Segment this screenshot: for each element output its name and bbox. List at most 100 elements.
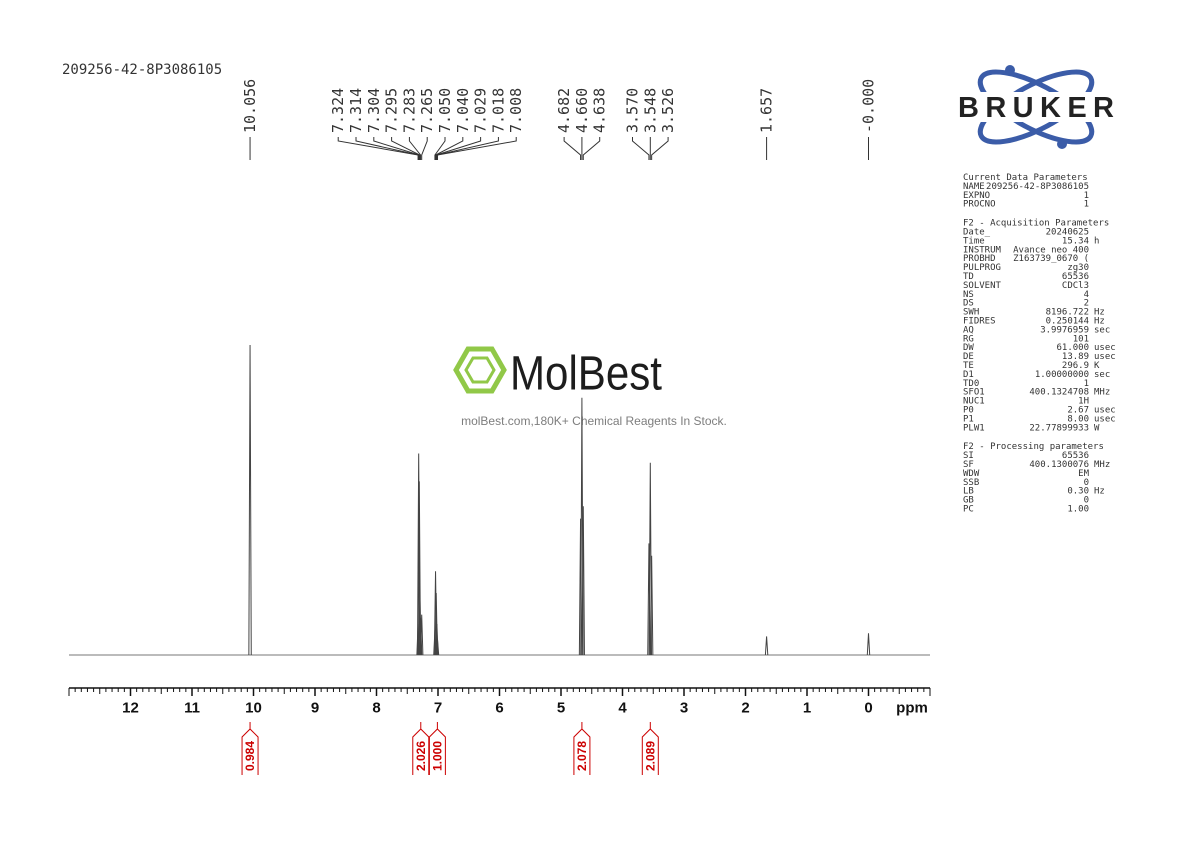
parameter-name: FIDRES (963, 317, 996, 327)
peak-label-connector (408, 137, 422, 160)
integral-bracket (241, 722, 259, 775)
parameter-value: 20240625 (1046, 228, 1089, 238)
x-tick-label: 1 (803, 700, 811, 717)
peak-label: 3.570 (623, 88, 641, 133)
logo-dot (1005, 65, 1015, 75)
peak-label-connector (337, 137, 419, 160)
parameter-name: GB (963, 496, 974, 506)
peak-label-connector (436, 137, 499, 160)
parameter-name: SOLVENT (963, 281, 1002, 291)
peak (764, 636, 769, 656)
parameter-name: INSTRUM (963, 245, 1002, 255)
x-tick-label: 8 (372, 700, 380, 717)
parameter-value: 1H (1078, 397, 1089, 407)
watermark-tagline: molBest.com,180K+ Chemical Reagents In S… (461, 414, 727, 428)
peak-label-connector (391, 137, 421, 160)
parameter-value: 8.00 (1067, 414, 1089, 424)
peak-label: 7.029 (472, 88, 490, 133)
parameter-value: 8196.722 (1046, 308, 1089, 318)
peak-label: -0.000 (860, 79, 878, 133)
parameter-name: PLW1 (963, 423, 985, 433)
parameter-value: Z163739_0670 ( (1013, 254, 1089, 264)
parameter-name: DS (963, 299, 974, 309)
parameter-section-title: F2 - Processing parameters (963, 442, 1104, 452)
peak (435, 639, 440, 656)
parameter-value: 2 (1084, 299, 1089, 309)
x-tick-label: 7 (434, 700, 442, 717)
parameter-name: RG (963, 334, 974, 344)
x-tick-label: 6 (495, 700, 503, 717)
integral-bracket (412, 722, 430, 775)
chart-title: 209256-42-8P3086105 (62, 62, 222, 78)
peak-label-connector (373, 137, 420, 160)
watermark-hexagon (464, 356, 496, 384)
parameter-unit: usec (1094, 414, 1116, 424)
logo-orbit (977, 69, 1095, 145)
parameter-name: D1 (963, 370, 974, 380)
watermark: MolBest molBest.com,180K+ Chemical Reage… (453, 346, 727, 428)
integral-label: 0.984 (243, 741, 257, 771)
x-tick-label: 3 (680, 700, 688, 717)
parameter-value: 65536 (1062, 451, 1089, 461)
parameter-unit: K (1094, 361, 1100, 371)
peak (581, 506, 585, 656)
parameter-value: 15.34 (1062, 236, 1089, 246)
peak-label: 3.548 (641, 88, 659, 133)
parameter-section-title: F2 - Acquisition Parameters (963, 219, 1109, 229)
parameter-value: 2.67 (1067, 406, 1089, 416)
parameter-name: EXPNO (963, 191, 990, 201)
peak-label: 7.283 (400, 88, 418, 133)
integral-label: 2.089 (643, 741, 657, 771)
integral-bracket (428, 722, 446, 775)
parameter-unit: sec (1094, 370, 1110, 380)
parameter-value: 4 (1084, 290, 1089, 300)
x-tick-label: 11 (184, 700, 200, 717)
parameter-value: EM (1078, 469, 1089, 479)
parameter-value: 1.00000000 (1035, 370, 1089, 380)
parameter-unit: usec (1094, 352, 1116, 362)
parameter-value: 0 (1084, 496, 1089, 506)
parameter-name: SSB (963, 478, 979, 488)
peak-label: 7.018 (489, 88, 507, 133)
peak-label-connector (631, 137, 650, 160)
peak-label: 7.314 (347, 88, 365, 133)
x-axis-label: ppm (896, 700, 928, 717)
peak-label: 7.324 (329, 88, 347, 133)
peak-label: 4.682 (555, 88, 573, 133)
parameter-name: NUC1 (963, 397, 985, 407)
parameter-value: 0.250144 (1046, 317, 1089, 327)
peak (649, 555, 654, 656)
parameter-unit: MHz (1094, 388, 1110, 398)
parameter-name: TD (963, 272, 974, 282)
parameter-value: 209256-42-8P3086105 (986, 182, 1089, 192)
parameter-value: 1.00 (1067, 505, 1089, 515)
peak-label-connector (582, 137, 601, 160)
peak-label: 7.265 (418, 88, 436, 133)
watermark-brand: MolBest (510, 348, 662, 401)
parameter-unit: Hz (1094, 487, 1105, 497)
peak-label: 7.304 (365, 88, 383, 133)
peak-label-connector (435, 137, 464, 160)
peak-label-connector (421, 137, 428, 160)
parameter-name: PULPROG (963, 263, 1001, 273)
peak-label: 3.526 (659, 88, 677, 133)
peak-label: 7.295 (383, 88, 401, 133)
parameter-unit: W (1094, 423, 1100, 433)
parameter-name: DW (963, 343, 974, 353)
peak (416, 453, 421, 656)
logo-backdrop (956, 92, 1116, 122)
parameter-name: TE (963, 361, 974, 371)
parameter-value: zg30 (1067, 263, 1089, 273)
parameter-unit: h (1094, 236, 1099, 246)
parameter-name: PROBHD (963, 254, 996, 264)
parameter-name: SFO1 (963, 388, 985, 398)
parameter-name: LB (963, 487, 974, 497)
integral-bracket (573, 722, 591, 775)
parameter-name: NAME (963, 182, 985, 192)
parameter-name: SI (963, 451, 974, 461)
parameter-value: 0 (1084, 478, 1089, 488)
parameter-value: Avance neo 400 (1013, 245, 1089, 255)
peak-label-connector (563, 137, 582, 160)
integral-label: 1.000 (430, 741, 444, 771)
